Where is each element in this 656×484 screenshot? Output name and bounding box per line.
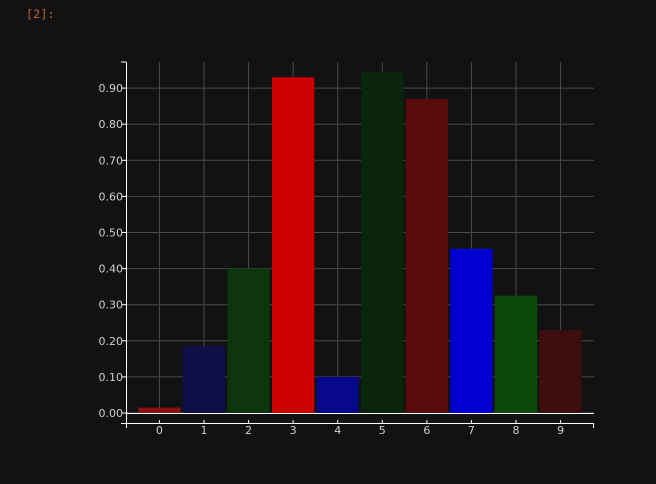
y-tick-label-6: 0.60: [99, 190, 124, 203]
axes: [121, 61, 594, 428]
tick-labels: 0.00 0.10 0.20 0.30 0.40 0.50 0.60 0.70 0.80 0.90…: [99, 82, 565, 437]
bar-2: [227, 268, 270, 413]
x-tick-label-1: 1: [201, 424, 208, 437]
x-tick-label-7: 7: [468, 424, 475, 437]
y-tick-label-9: 0.90: [99, 82, 124, 95]
x-tick-label-9: 9: [557, 424, 564, 437]
y-tick-label-5: 0.50: [99, 227, 124, 240]
x-tick-label-5: 5: [379, 424, 386, 437]
bar-6: [405, 98, 449, 414]
y-tick-label-4: 0.40: [99, 263, 124, 276]
y-tick-label-8: 0.80: [99, 118, 124, 131]
x-tick-label-3: 3: [290, 424, 297, 437]
y-tick-label-7: 0.70: [99, 154, 124, 167]
bar-8: [494, 295, 538, 413]
bar-5: [361, 71, 404, 413]
bars: [138, 71, 582, 414]
x-tick-label-8: 8: [513, 424, 520, 437]
y-tick-label-2: 0.20: [99, 335, 124, 348]
bar-4: [316, 376, 359, 413]
x-tick-label-6: 6: [423, 424, 430, 437]
bar-0: [138, 407, 181, 413]
execution-count-prompt: [2]:: [26, 7, 55, 21]
bar-1: [182, 346, 226, 413]
y-tick-label-1: 0.10: [99, 371, 124, 384]
x-tick-label-0: 0: [156, 424, 163, 437]
bar-7: [450, 248, 493, 413]
x-tick-label-2: 2: [245, 424, 252, 437]
x-tick-label-4: 4: [334, 424, 341, 437]
y-tick-label-0: 0.00: [99, 407, 124, 420]
y-tick-label-3: 0.30: [99, 299, 124, 312]
bar-3: [271, 77, 315, 414]
bar-9: [539, 329, 582, 413]
